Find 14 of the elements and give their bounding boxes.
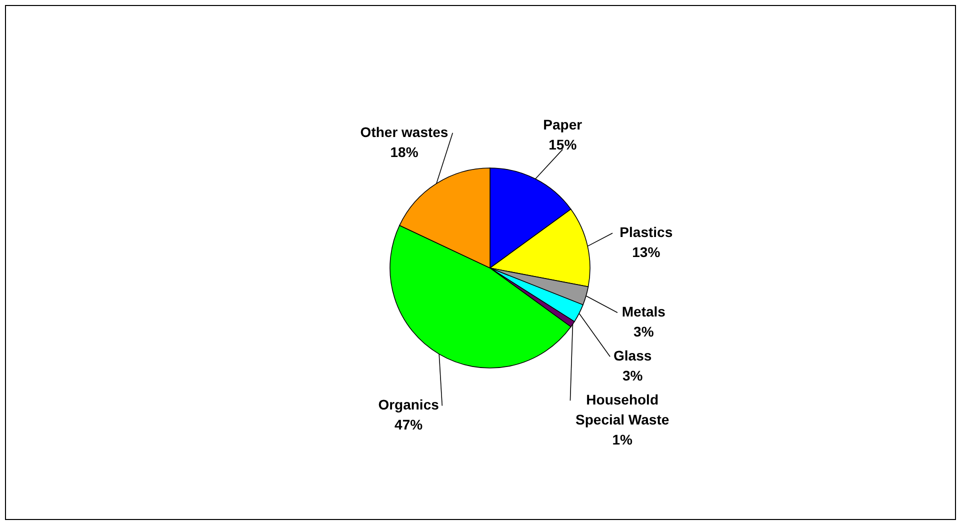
data-label: 15% <box>548 136 578 152</box>
data-label: 3% <box>634 324 654 340</box>
data-label: 3% <box>622 368 644 384</box>
slice-label: Glass <box>613 348 652 364</box>
slice-label: Plastics <box>620 224 673 240</box>
slice-label: Household Special Waste <box>576 392 670 428</box>
data-label: 13% <box>632 244 661 260</box>
slice-label: Metals <box>622 304 666 320</box>
data-label: 18% <box>390 144 419 160</box>
slice-label: Other wastes <box>360 124 448 140</box>
slice-label: Organics <box>378 396 440 413</box>
data-label: 1% <box>612 432 633 448</box>
slice-label: Paper <box>543 116 583 132</box>
data-label: 47% <box>394 416 424 433</box>
